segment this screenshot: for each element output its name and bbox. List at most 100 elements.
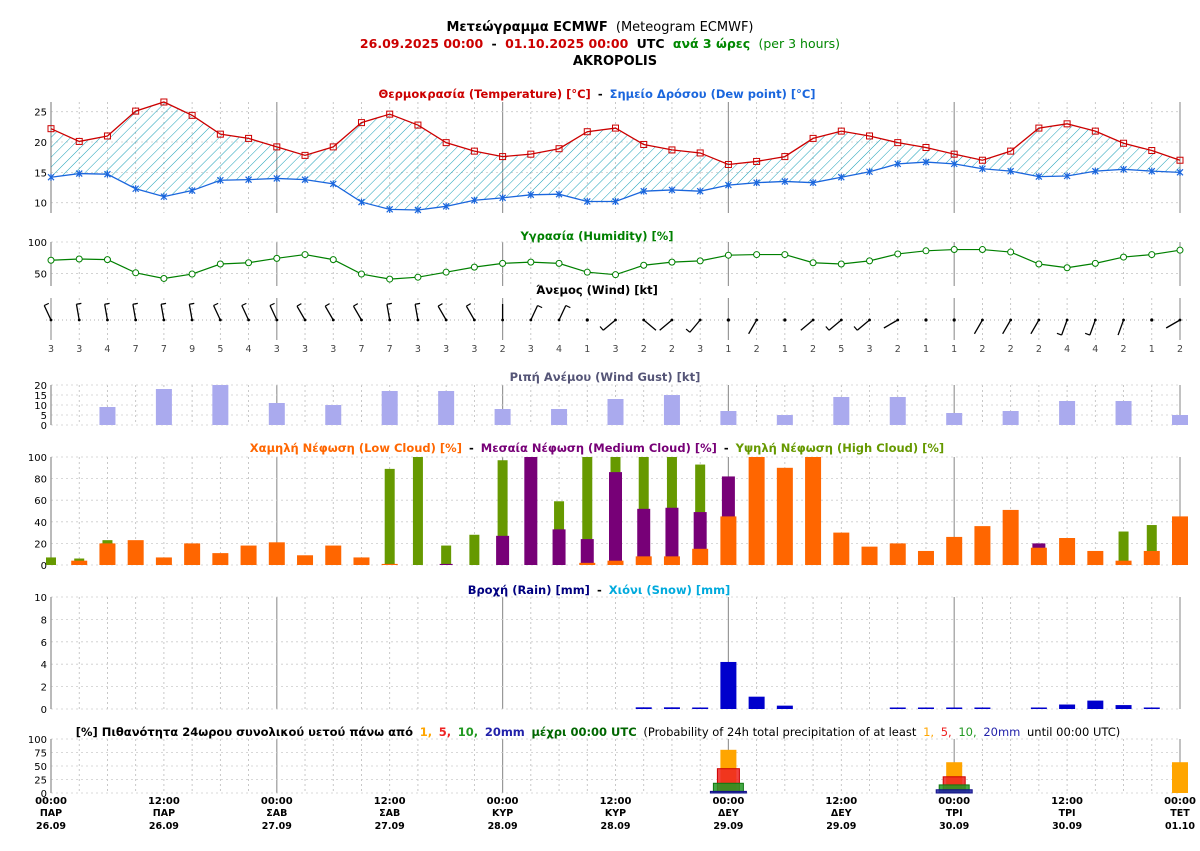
medium-cloud-bar — [637, 508, 651, 565]
wind-speed-label: 4 — [1092, 344, 1098, 355]
wind-speed-label: 3 — [867, 344, 873, 355]
day-label: ΣΑΒ — [266, 808, 287, 819]
low-cloud-bar — [155, 557, 172, 565]
wind-barb — [414, 304, 419, 321]
dewpoint-point — [583, 197, 591, 205]
probability-bar-p20 — [709, 790, 747, 794]
day-label: ΠΑΡ — [40, 808, 62, 819]
dewpoint-point — [781, 177, 789, 185]
humidity-point — [1035, 260, 1043, 268]
wind-barb — [856, 319, 870, 331]
wind-barb — [352, 305, 363, 321]
humidity-point — [357, 270, 365, 278]
rain-ytick: 4 — [41, 660, 47, 671]
wind-barb — [800, 319, 814, 331]
high-cloud-bar — [497, 460, 508, 565]
low-cloud-bar — [1143, 550, 1160, 565]
wind-speed-label: 2 — [641, 344, 647, 355]
time-label: 00:00 — [261, 796, 293, 807]
temperature-point — [245, 134, 253, 142]
date-label: 29.09 — [713, 821, 743, 832]
cloud-ytick: 100 — [28, 453, 47, 464]
wind-speed-label: 7 — [133, 344, 139, 355]
low-cloud-bar — [1002, 509, 1019, 565]
humidity-point — [414, 273, 422, 281]
low-cloud-bar — [353, 557, 370, 565]
humidity-point — [75, 255, 83, 263]
date-label: 27.09 — [262, 821, 292, 832]
cloud-ytick: 0 — [41, 561, 47, 572]
low-cloud-bar — [917, 550, 934, 565]
day-label: ΤΡΙ — [946, 808, 963, 819]
time-label: 00:00 — [712, 796, 744, 807]
humidity-point — [499, 259, 507, 267]
gust-bar — [833, 397, 850, 425]
gust-bar — [268, 403, 285, 425]
probability-panel-title: [%] Πιθανότητα 24ωρου συνολικού υετού πά… — [76, 725, 1120, 739]
wind-barb — [386, 304, 391, 321]
wind-speed-label: 4 — [1064, 344, 1070, 355]
dewpoint-point — [188, 187, 196, 195]
high-cloud-bar — [1146, 525, 1157, 565]
wind-barb — [643, 319, 657, 331]
day-label: ΠΑΡ — [153, 808, 175, 819]
temperature-ytick: 15 — [34, 168, 47, 179]
wind-barb-flag — [1056, 332, 1062, 336]
wind-barb — [160, 304, 165, 321]
wind-speed-label: 3 — [471, 344, 477, 355]
humidity-point — [894, 250, 902, 258]
time-label: 00:00 — [938, 796, 970, 807]
humidity-point — [47, 256, 55, 264]
high-cloud-title: Υψηλή Νέφωση (High Cloud) [%] — [735, 441, 945, 455]
dewpoint-point — [922, 158, 930, 166]
wind-barb-base — [472, 318, 476, 322]
wind-barb-flag — [132, 302, 138, 305]
wind-barb-flag — [213, 302, 219, 307]
dewpoint-point — [499, 194, 507, 202]
cloud-ytick: 80 — [34, 475, 47, 486]
high-cloud-bar — [46, 557, 56, 565]
wind-barb-flag — [324, 303, 330, 307]
period-from: 26.09.2025 00:00 — [360, 36, 484, 51]
low-cloud-bar — [325, 545, 342, 565]
wind-barb-flag — [386, 302, 392, 305]
dewpoint-point — [273, 174, 281, 182]
wind-barb-base — [981, 318, 984, 322]
cloud-ytick: 20 — [34, 539, 47, 550]
wind-barb — [188, 304, 193, 321]
humidity-point — [1063, 264, 1071, 272]
dewpoint-point — [1120, 165, 1127, 173]
temperature-point — [103, 132, 111, 140]
rain-bar — [917, 707, 934, 709]
wind-barb-base — [218, 318, 222, 322]
wind-barb-base — [896, 318, 900, 322]
wind-barb — [828, 319, 842, 331]
gust-bar — [1172, 415, 1188, 425]
prob-title-1-en: 1, — [923, 725, 934, 739]
dewpoint-point — [979, 165, 986, 173]
day-label: ΔΕΥ — [718, 808, 739, 819]
rain-bar — [974, 707, 991, 709]
low-cloud-bar — [1115, 560, 1132, 565]
temperature-point — [781, 153, 789, 161]
low-cloud-bar — [71, 560, 88, 565]
rain-ytick: 10 — [34, 593, 47, 604]
wind-speed-label: 3 — [76, 344, 82, 355]
humidity-point — [329, 256, 337, 264]
wind-speed-label: 4 — [104, 344, 110, 355]
temperature-point — [583, 128, 591, 136]
wind-barb-base — [134, 318, 138, 322]
temperature-point — [75, 137, 83, 145]
temperature-point — [329, 143, 337, 151]
wind-speed-label: 3 — [330, 344, 336, 355]
rain-bar — [1030, 707, 1047, 709]
cloud-ytick: 40 — [34, 518, 47, 529]
rain-bar — [720, 661, 737, 709]
low-cloud-bar — [776, 467, 793, 565]
dewpoint-title: Σημείο Δρόσου (Dew point) [°C] — [610, 87, 816, 101]
humidity-point — [978, 246, 986, 254]
temperature-point — [753, 157, 761, 165]
low-cloud-bar — [381, 563, 398, 565]
humidity-point — [1091, 259, 1099, 267]
temperature-point — [1148, 147, 1156, 155]
